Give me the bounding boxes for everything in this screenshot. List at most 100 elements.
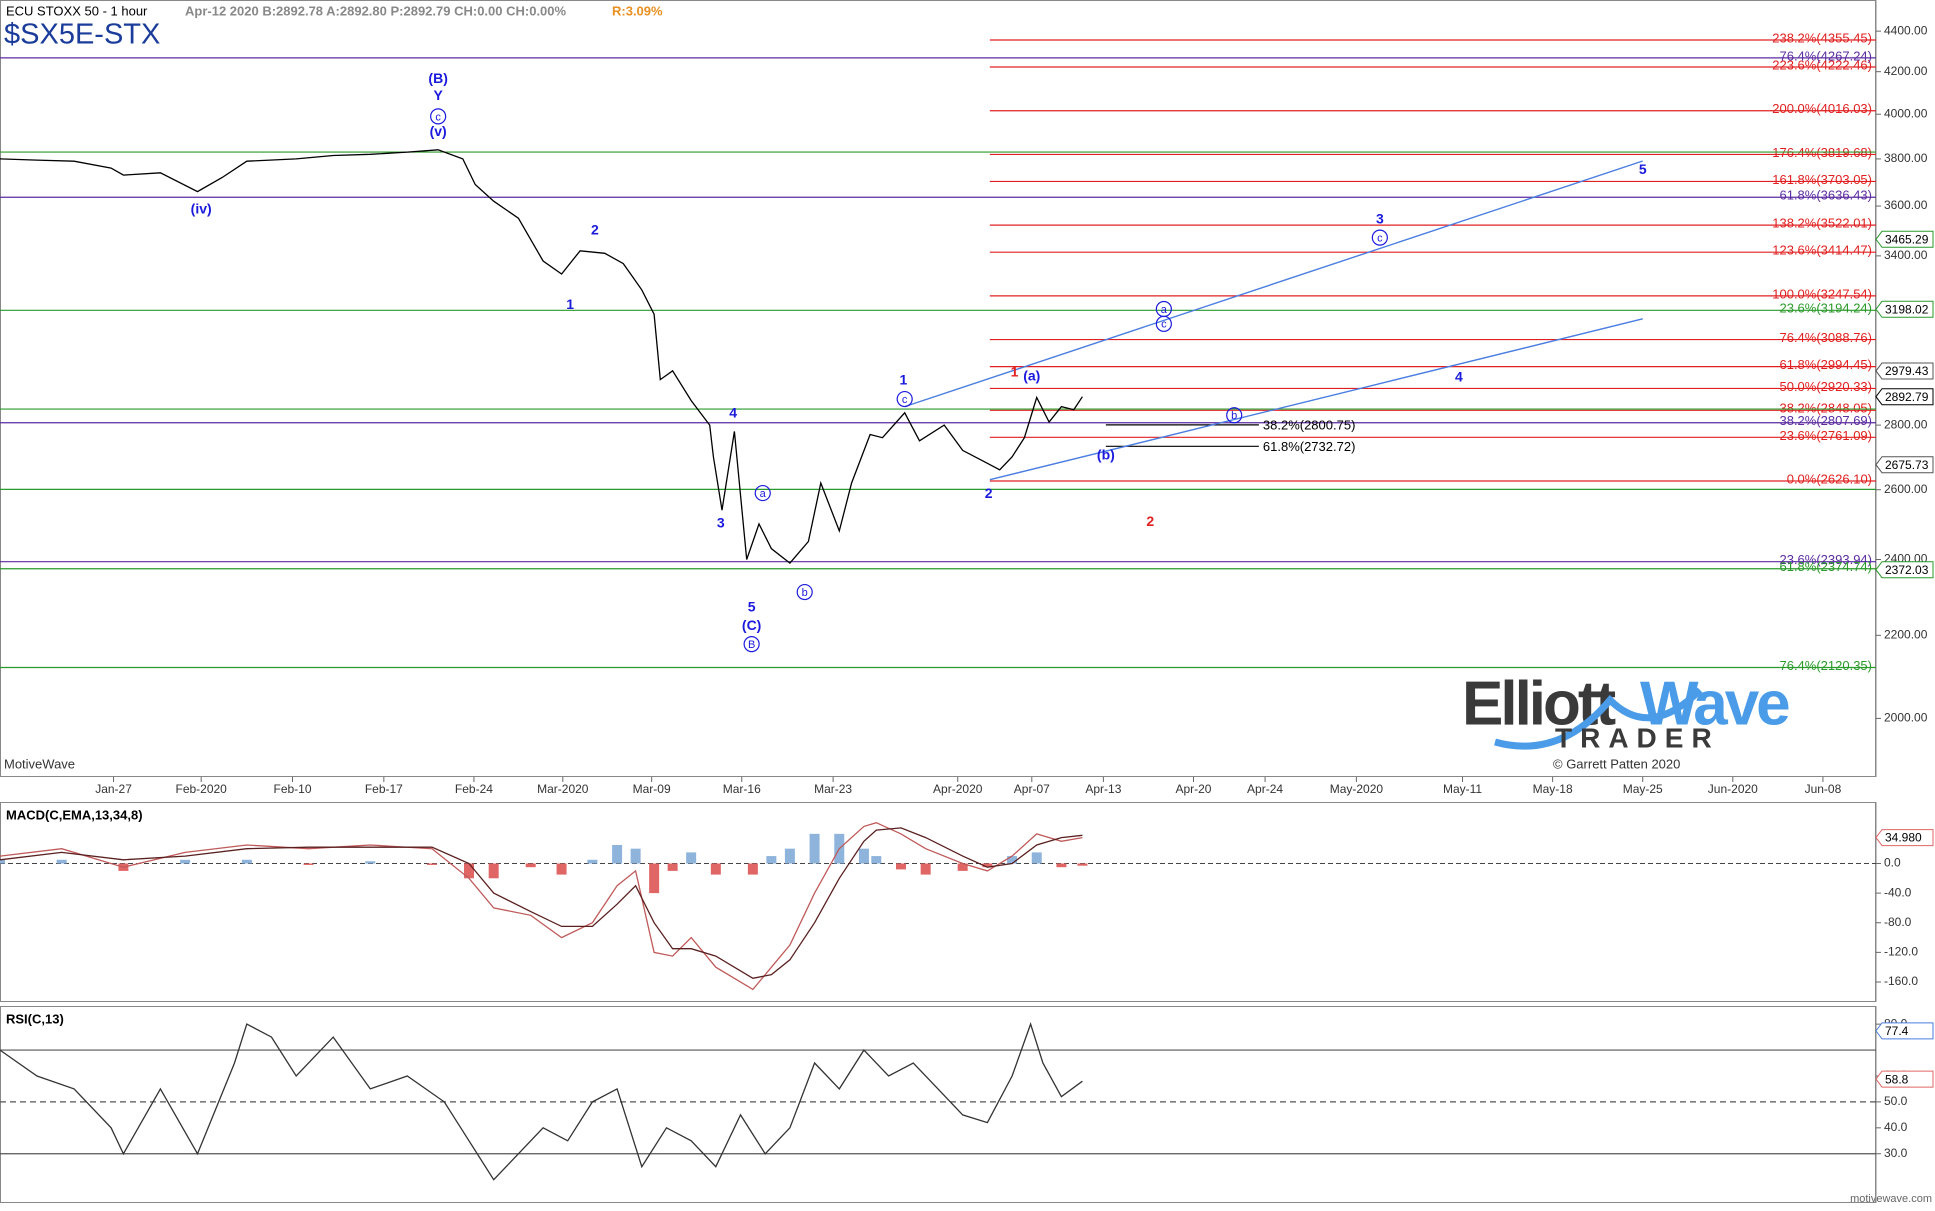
level-label: 76.4%(2120.35) (1779, 658, 1872, 673)
histogram-bar (766, 856, 777, 864)
histogram-bar (957, 863, 968, 871)
wave-text: (B) (428, 70, 447, 86)
platform: MotiveWave (4, 756, 75, 771)
level-label: 61.8%(2994.45) (1779, 357, 1872, 372)
x-tick-label: Apr-20 (1175, 782, 1211, 796)
histogram-bar (649, 863, 660, 894)
level-label: 61.8%(2374.74) (1779, 559, 1872, 574)
wave-text: a (760, 488, 767, 500)
wave-text: 3 (1376, 211, 1384, 227)
x-tick-label: Mar-2020 (537, 782, 589, 796)
histogram-bar (1056, 863, 1067, 868)
price-marker-label: 3198.02 (1885, 302, 1929, 316)
x-tick-label: Jan-27 (95, 782, 132, 796)
wave-text: b (802, 587, 808, 599)
y-tick-label: 30.0 (1884, 1146, 1908, 1160)
x-tick-label: Apr-24 (1247, 782, 1283, 796)
x-tick-label: May-25 (1623, 782, 1663, 796)
y-tick-label: 4400.00 (1884, 23, 1928, 37)
wave-label: 1 (566, 296, 574, 312)
price-marker-label: 3465.29 (1885, 232, 1929, 246)
price-marker-label: 2979.43 (1885, 364, 1929, 378)
histogram-bar (241, 859, 252, 864)
wave-text: 4 (729, 404, 737, 420)
y-tick-label: -120.0 (1884, 945, 1918, 959)
wave-text: Y (433, 87, 443, 103)
x-tick-label: Feb-17 (365, 782, 403, 796)
wave-label: (a) (1023, 368, 1040, 384)
price-marker (1875, 1022, 1934, 1040)
level-label: 138.2%(3522.01) (1772, 216, 1872, 231)
wave-label: c (1155, 315, 1172, 332)
wave-text: B (748, 639, 755, 651)
x-tick-label: Feb-24 (455, 782, 493, 796)
wave-label: a (754, 484, 771, 502)
level-label: 23.6%(3194.24) (1779, 301, 1872, 316)
histogram-bar (525, 863, 536, 868)
wave-label: 1 (1011, 364, 1019, 380)
wave-circle (896, 390, 913, 408)
logo-swoosh (1494, 687, 1703, 750)
logo-right: Wave (1640, 669, 1789, 738)
x-tick-label: Apr-13 (1085, 782, 1121, 796)
level-label: 238.2%(4355.45) (1772, 30, 1872, 45)
histogram-bar (56, 859, 67, 864)
y-tick-label: 2200.00 (1884, 628, 1928, 642)
wave-label: 2 (985, 485, 993, 501)
histogram-bar (180, 859, 191, 864)
price-marker (1875, 300, 1934, 318)
x-tick-label: Apr-07 (1014, 782, 1050, 796)
price-marker-label: 2372.03 (1885, 563, 1929, 577)
wave-label: 2 (591, 222, 599, 238)
wave-text: 4 (1455, 369, 1463, 385)
range: R:3.09% (612, 3, 663, 18)
y-tick-label: 3800.00 (1884, 151, 1928, 165)
wave-text: 2 (985, 485, 993, 501)
y-tick-label: 50.0 (1884, 1094, 1908, 1108)
level-label: 223.6%(4222.46) (1772, 57, 1872, 72)
x-tick-label: Jun-2020 (1708, 782, 1758, 796)
x-tick-label: May-2020 (1330, 782, 1384, 796)
y-tick-label: 3600.00 (1884, 198, 1928, 212)
histogram-bar (667, 863, 678, 871)
price-marker (1875, 829, 1934, 847)
histogram-bar (809, 833, 820, 864)
level-label: 23.6%(2393.94) (1779, 552, 1872, 567)
logo-left: Elliott (1462, 669, 1616, 738)
wave-label: 5 (748, 599, 756, 615)
wave-circle (1226, 407, 1243, 424)
trendline (989, 318, 1643, 481)
wave-circle (743, 635, 760, 653)
level-label: 76.4%(3088.76) (1779, 330, 1872, 345)
histogram-bar (710, 863, 721, 875)
panel-title: RSI(C,13) (6, 1011, 64, 1026)
price-marker (1875, 388, 1934, 406)
price-marker-label: 34.980 (1885, 831, 1922, 845)
wave-text: c (435, 111, 441, 123)
histogram-bar (895, 863, 906, 870)
wave-text: c (1377, 233, 1383, 245)
wave-text: 2 (1146, 513, 1154, 529)
x-tick-label: Mar-23 (814, 782, 852, 796)
y-tick-label: 2600.00 (1884, 482, 1928, 496)
y-tick-label: 40.0 (1884, 1120, 1908, 1134)
wave-circle (796, 583, 813, 601)
wave-label: (iv) (191, 201, 212, 217)
wave-text: 5 (748, 599, 756, 615)
y-tick-label: 0.0 (1884, 856, 1901, 870)
histogram-bar (0, 859, 5, 864)
panel: MACD(C,EMA,13,34,8) 0.0 -40.0 -80.0 -120.0 -1… (0, 802, 1934, 1002)
x-tick-label: Mar-16 (723, 782, 761, 796)
level-label: 50.0%(2920.33) (1779, 379, 1872, 394)
histogram-bar (858, 848, 869, 864)
histogram-bar (747, 863, 758, 875)
level-label: 200.0%(4016.03) (1772, 101, 1872, 116)
histogram-bar (426, 863, 437, 865)
level-label: 23.6%(2761.09) (1779, 428, 1872, 443)
wave-label: Y (433, 87, 443, 103)
wave-label: (v) (430, 123, 447, 139)
wave-label: B (743, 635, 760, 653)
histogram-bar (1077, 863, 1088, 866)
